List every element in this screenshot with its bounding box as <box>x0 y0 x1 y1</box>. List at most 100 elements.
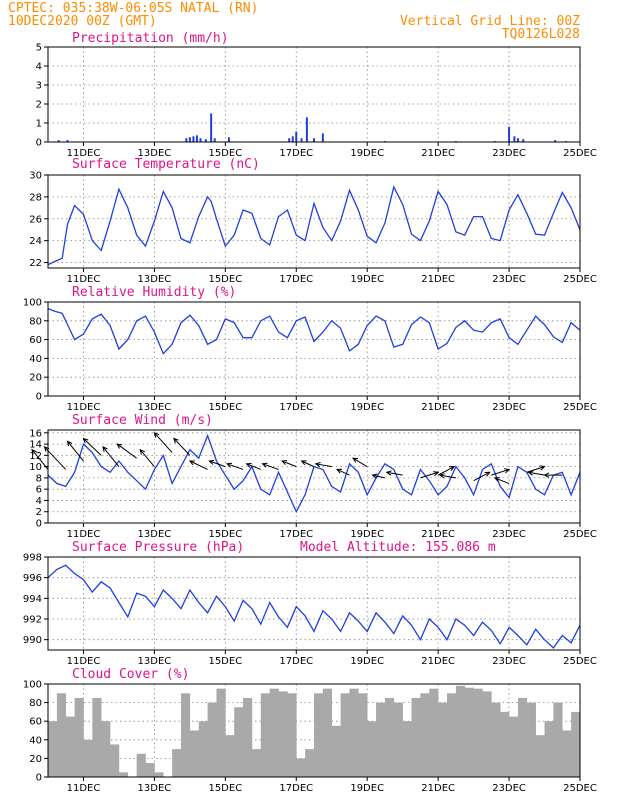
rh-ytick-label: 60 <box>29 335 42 346</box>
temp-line <box>47 185 581 266</box>
cloud-bar <box>420 693 430 777</box>
wind-vector-head <box>102 446 108 452</box>
wind-vector <box>226 463 244 470</box>
cloud-bar <box>331 725 341 777</box>
temp-ytick-label: 24 <box>29 236 42 247</box>
cloud-bar <box>198 721 208 777</box>
cloud-bar <box>376 702 386 777</box>
cloud-xtick-label: 19DEC <box>350 783 384 794</box>
rh-xtick-label: 25DEC <box>563 402 597 413</box>
wind-vector-head <box>484 471 491 477</box>
cloud-bar <box>517 697 528 777</box>
wind-vector-head <box>188 460 195 466</box>
rh-xtick-label: 19DEC <box>350 402 384 413</box>
wind-vector <box>31 449 49 470</box>
wind-vector-head <box>261 462 268 468</box>
cloud-bar <box>562 730 572 777</box>
cloud-bar <box>553 702 563 777</box>
temp-frame <box>47 174 581 269</box>
temp-ytick-label: 22 <box>29 258 42 269</box>
cloud-bar <box>145 763 155 777</box>
precip-bar <box>522 139 525 142</box>
wind-vector <box>67 440 84 462</box>
header-location: CPTEC: 035:38W-06:05S NATAL (RN) <box>8 1 258 16</box>
wind-vector-head <box>539 465 546 471</box>
wind-vector-head <box>66 440 73 447</box>
cloud-bar <box>535 735 545 777</box>
cloud-xtick-label: 21DEC <box>421 783 455 794</box>
wind-vector-head <box>352 457 359 463</box>
cloud-bar <box>251 749 262 777</box>
wind-vector <box>209 460 226 468</box>
wind-xtick-label: 21DEC <box>421 529 455 540</box>
cloud-bar <box>136 753 146 777</box>
cloud-ytick-label: 20 <box>29 754 42 765</box>
wind-vector-head <box>245 463 252 468</box>
precip-ytick-label: 0 <box>36 138 42 149</box>
pressure-subtitle: Model Altitude: 155.086 m <box>300 540 496 555</box>
precip-xtick-label: 17DEC <box>279 148 313 159</box>
precip-xtick-label: 19DEC <box>350 148 384 159</box>
precip-bar <box>188 137 191 142</box>
cloud-bar <box>367 721 377 777</box>
wind-vector <box>246 463 261 470</box>
wind-ytick-label: 12 <box>29 451 42 462</box>
rh-frame <box>47 301 581 397</box>
cloud-bar <box>287 693 297 777</box>
cloud-bar <box>358 693 368 777</box>
cloud-bar <box>509 716 519 777</box>
cloud-ytick-label: 40 <box>29 735 42 746</box>
precip-ytick-label: 4 <box>36 62 42 73</box>
cloud-bar <box>411 697 421 777</box>
cloud-bar <box>101 721 111 777</box>
wind-vector <box>437 466 455 476</box>
temp-panel: 22 24 26 28 30 11DEC 13DEC 15DEC 17DEC 19DEC 21DEC… <box>29 157 597 285</box>
cloud-bar <box>181 693 191 777</box>
cloud-bar <box>429 688 439 777</box>
cloud-bar <box>83 739 93 777</box>
pressure-title: Surface Pressure (hPa) <box>72 540 244 555</box>
cloud-frame <box>47 683 581 778</box>
pressure-xtick-label: 17DEC <box>279 656 313 667</box>
cloud-bar <box>571 711 581 777</box>
wind-vector <box>315 463 332 468</box>
pressure-ytick-label: 998 <box>23 553 42 564</box>
temp-xtick-label: 23DEC <box>492 274 526 285</box>
cloud-bar <box>92 697 102 777</box>
temp-xtick-label: 21DEC <box>421 274 455 285</box>
precip-bar <box>192 136 195 142</box>
cloud-bar <box>482 691 492 777</box>
wind-vector-head <box>208 459 215 465</box>
cloud-bar <box>74 697 84 777</box>
precip-bar <box>185 138 188 142</box>
wind-vector <box>494 477 510 485</box>
rh-line <box>47 307 581 355</box>
cloud-bar <box>455 685 466 777</box>
wind-vector-head <box>153 431 160 438</box>
pressure-xtick-label: 23DEC <box>492 656 526 667</box>
rh-xtick-label: 13DEC <box>138 402 172 413</box>
precip-bar <box>305 117 308 142</box>
wind-ytick-label: 10 <box>29 462 42 473</box>
precip-xtick-label: 23DEC <box>492 148 526 159</box>
rh-xtick-label: 11DEC <box>67 402 101 413</box>
cloud-bar <box>393 702 403 777</box>
cloud-panel: 0 20 40 60 80 100 11DEC 13DEC 15DEC 17DEC 19DEC 21D… <box>23 667 597 794</box>
precip-bar <box>66 140 69 142</box>
cloud-xtick-label: 23DEC <box>492 783 526 794</box>
precip-xtick-label: 25DEC <box>563 148 597 159</box>
rh-ytick-label: 80 <box>29 316 42 327</box>
wind-vector-head <box>449 466 456 471</box>
wind-vector-head <box>543 472 550 478</box>
rh-xtick-label: 17DEC <box>279 402 313 413</box>
pressure-line <box>47 564 581 649</box>
precip-bar <box>554 140 557 142</box>
cloud-bar <box>296 758 306 777</box>
wind-vector <box>301 460 315 468</box>
temp-xtick-label: 11DEC <box>67 274 101 285</box>
pressure-panel: 990 992 994 996 998 11DEC 13DEC 15DEC 17DEC 19DEC… <box>23 540 597 667</box>
wind-vector <box>491 468 510 476</box>
wind-vector-head <box>493 477 500 482</box>
cloud-xtick-label: 25DEC <box>563 783 597 794</box>
